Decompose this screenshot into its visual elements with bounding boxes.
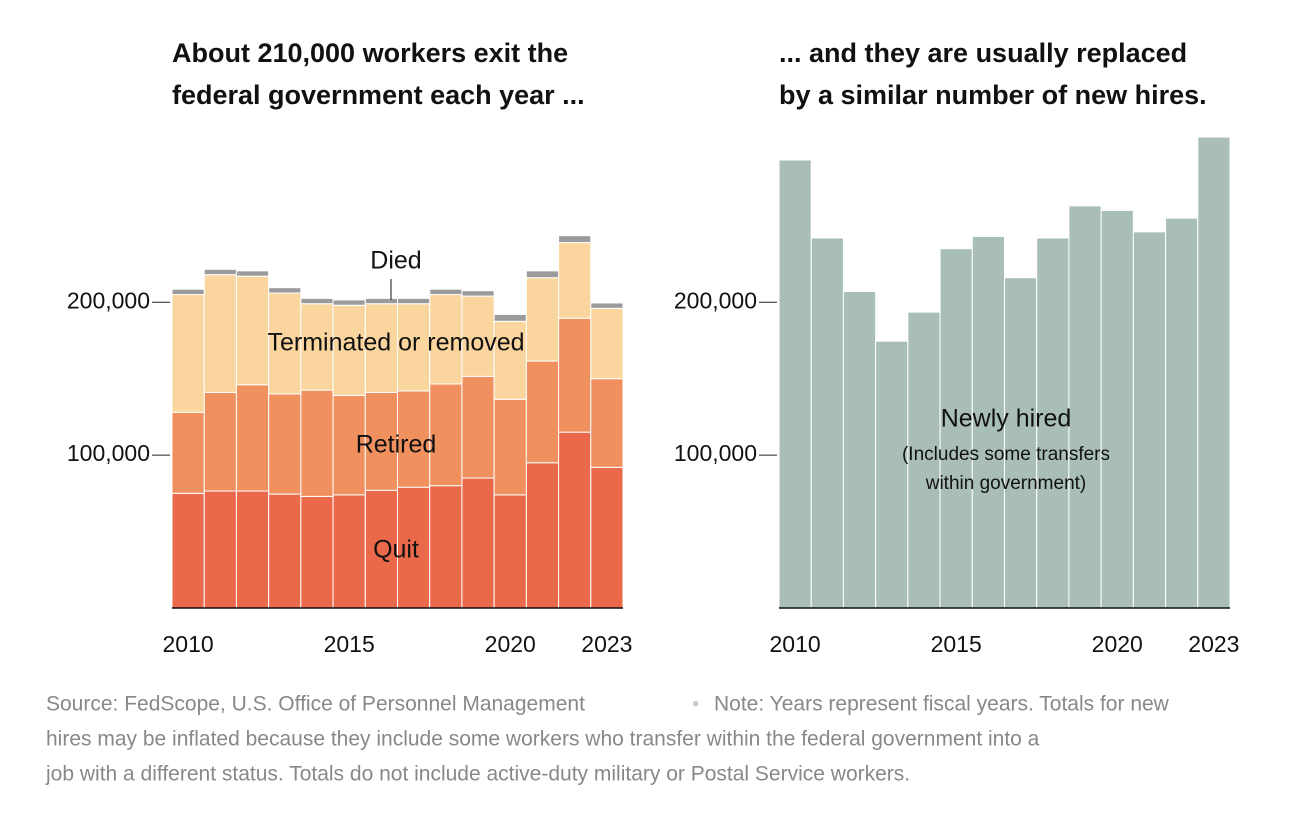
y-tick-label: 200,000 [67, 287, 150, 313]
bar [1165, 217, 1199, 609]
bar [461, 477, 495, 609]
bar [364, 297, 398, 305]
series-label: Terminated or removed [267, 329, 524, 357]
chart-title: federal government each year ... [172, 80, 585, 110]
x-tick-label: 2020 [1092, 631, 1143, 657]
bar [300, 389, 334, 497]
bar [558, 317, 592, 433]
bar [203, 268, 237, 276]
bar [810, 237, 844, 609]
bar [364, 489, 398, 609]
bar [203, 274, 237, 393]
bar [300, 495, 334, 609]
bar [429, 288, 463, 296]
bar [235, 490, 270, 609]
y-tick-label: 200,000 [674, 287, 757, 313]
y-tick-label: 100,000 [67, 440, 150, 466]
bar [332, 304, 366, 396]
bar [842, 290, 877, 609]
bar [203, 391, 237, 492]
bar [1036, 237, 1070, 609]
note: hires may be inflated because they inclu… [46, 728, 1040, 751]
bar [493, 494, 527, 609]
bar [268, 393, 302, 495]
bar [525, 277, 560, 362]
bar [171, 288, 205, 296]
bar [1100, 209, 1134, 609]
bar [525, 360, 560, 464]
bar [1004, 277, 1038, 609]
bar [332, 494, 366, 609]
bar [171, 411, 205, 494]
bar [493, 313, 527, 322]
bar [429, 485, 463, 609]
bar [461, 290, 495, 297]
source: Source: FedScope, U.S. Office of Personn… [46, 693, 585, 716]
y-tick-label: 100,000 [674, 440, 757, 466]
series-label: Died [370, 247, 421, 275]
note: Note: Years represent fiscal years. Tota… [714, 693, 1170, 716]
bar [429, 294, 463, 385]
bar [268, 493, 302, 609]
bar [525, 462, 560, 609]
bar [590, 466, 624, 609]
x-tick-label: 2023 [581, 631, 632, 657]
bar [397, 486, 431, 609]
bar [525, 270, 560, 279]
bar [235, 270, 270, 277]
bar [461, 375, 495, 479]
bar [364, 303, 398, 393]
x-tick-label: 2010 [163, 631, 214, 657]
bar [300, 297, 334, 305]
chart-title: by a similar number of new hires. [779, 80, 1207, 110]
bar [1132, 231, 1167, 609]
bar [461, 295, 495, 377]
x-tick-label: 2015 [324, 631, 375, 657]
bar [397, 297, 431, 305]
bar [778, 159, 812, 609]
bar [1068, 205, 1102, 609]
series-label: Retired [356, 431, 437, 459]
note: job with a different status. Totals do n… [45, 763, 910, 786]
annotation: within government) [925, 473, 1087, 494]
bar [397, 390, 431, 488]
chart-title: About 210,000 workers exit the [172, 38, 568, 68]
bar [590, 307, 624, 380]
bar [203, 490, 237, 609]
bar [875, 340, 909, 609]
x-tick-label: 2015 [931, 631, 982, 657]
x-tick-label: 2020 [485, 631, 536, 657]
bar [558, 235, 592, 244]
chart-title: ... and they are usually replaced [779, 38, 1187, 68]
bar [332, 299, 366, 306]
separator: • [692, 693, 699, 716]
bar [590, 378, 624, 468]
x-tick-label: 2023 [1188, 631, 1239, 657]
series-label: Quit [373, 536, 419, 564]
bar [429, 383, 463, 487]
bar [268, 287, 302, 294]
bar [493, 398, 527, 496]
x-tick-label: 2010 [770, 631, 821, 657]
bar [171, 492, 205, 609]
bar [235, 384, 270, 492]
bar [558, 242, 592, 319]
bar [558, 431, 592, 609]
bar [300, 303, 334, 391]
annotation: (Includes some transfers [902, 444, 1110, 465]
bar [1197, 136, 1231, 609]
bar [235, 275, 270, 386]
series-label: Newly hired [941, 405, 1072, 433]
bar [268, 292, 302, 395]
bar [171, 294, 205, 413]
bar [590, 302, 624, 309]
